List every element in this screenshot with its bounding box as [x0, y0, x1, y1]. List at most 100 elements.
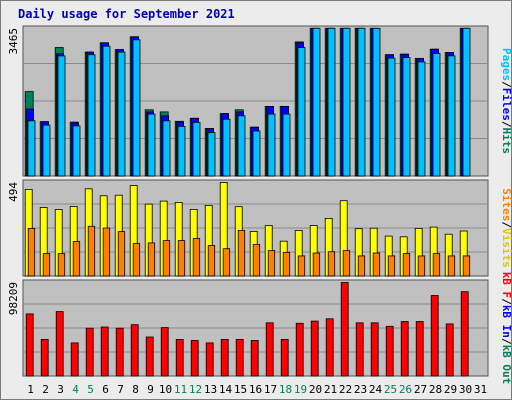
top-bar-pages: [87, 54, 96, 177]
bottom-bar-kb-f: [355, 322, 364, 377]
bottom-bar-kb-f: [85, 327, 94, 377]
middle-bar-sites: [132, 243, 141, 277]
middle-bar-sites: [402, 253, 411, 277]
top-bar-pages: [177, 126, 186, 177]
bottom-bar-kb-f: [265, 322, 274, 377]
middle-bar-sites: [72, 241, 81, 277]
series-label-part: kB Out: [500, 345, 512, 385]
bottom-bar-kb-f: [460, 291, 469, 377]
day-label: 8: [132, 383, 139, 396]
middle-bar-sites: [462, 255, 471, 277]
day-label: 24: [369, 383, 383, 396]
top-bar-pages: [372, 27, 381, 177]
day-label: 17: [264, 383, 277, 396]
day-label: 15: [234, 383, 247, 396]
middle-bar-sites: [222, 248, 231, 277]
day-label: 25: [384, 383, 397, 396]
series-label-part: Files: [500, 88, 512, 121]
bottom-bar-kb-f: [250, 340, 259, 377]
middle-bar-sites: [447, 255, 456, 277]
top-bar-pages: [207, 132, 216, 177]
bottom-bar-kb-f: [160, 327, 169, 377]
middle-bar-sites: [372, 252, 381, 277]
day-label: 21: [324, 383, 337, 396]
bottom-bar-kb-f: [40, 338, 49, 377]
series-label-part: Sites: [500, 188, 512, 221]
bottom-series-label: kB F/kB In/kB Out: [500, 272, 512, 385]
bottom-bar-kb-f: [70, 342, 79, 377]
middle-bar-sites: [312, 252, 321, 277]
top-bar-pages: [192, 122, 201, 177]
day-label: 5: [87, 383, 94, 396]
top-bar-pages: [27, 120, 36, 177]
top-bar-pages: [132, 39, 141, 177]
top-bar-pages: [312, 27, 321, 177]
bottom-bar-kb-f: [205, 342, 214, 377]
day-label: 3: [57, 383, 64, 396]
day-label: 1: [27, 383, 34, 396]
day-label: 20: [309, 383, 322, 396]
top-ymax-label: 3465: [7, 28, 20, 55]
middle-bar-sites: [102, 227, 111, 277]
day-label: 13: [204, 383, 217, 396]
bottom-bar-kb-f: [385, 325, 394, 377]
chart-title: Daily usage for September 2021: [18, 7, 235, 21]
day-label: 11: [174, 383, 187, 396]
top-bar-pages: [357, 27, 366, 177]
day-label: 16: [249, 383, 262, 396]
top-bar-pages: [102, 45, 111, 177]
middle-bar-sites: [27, 227, 36, 277]
top-series-label: Pages/Files/Hits: [500, 48, 512, 154]
middle-bar-sites: [387, 255, 396, 277]
day-label: 22: [339, 383, 352, 396]
bottom-bar-kb-f: [445, 323, 454, 377]
top-bar-pages: [42, 124, 51, 177]
bottom-ymax-label: 98209: [7, 282, 20, 315]
day-label: 6: [102, 383, 109, 396]
middle-bar-sites: [252, 243, 261, 277]
day-label: 29: [444, 383, 457, 396]
day-label: 2: [42, 383, 49, 396]
day-label: 30: [459, 383, 472, 396]
bottom-bar-kb-f: [145, 336, 154, 377]
series-label-part: Hits: [500, 128, 512, 155]
middle-bar-sites: [117, 231, 126, 277]
middle-bar-sites: [327, 251, 336, 277]
top-bar-pages: [327, 27, 336, 177]
series-label-part: /: [500, 338, 512, 345]
middle-bar-sites: [42, 253, 51, 277]
bottom-bar-kb-f: [370, 322, 379, 377]
day-label: 12: [189, 383, 202, 396]
middle-bar-sites: [432, 253, 441, 277]
top-bar-pages: [402, 57, 411, 177]
top-bar-pages: [447, 55, 456, 177]
middle-bar-sites: [282, 251, 291, 277]
bottom-bar-kb-f: [415, 321, 424, 377]
series-label-part: /: [500, 221, 512, 228]
middle-bar-sites: [192, 238, 201, 277]
series-label-part: /: [500, 121, 512, 128]
middle-ymax-label: 494: [7, 182, 20, 202]
day-label: 23: [354, 383, 367, 396]
day-label: 18: [279, 383, 292, 396]
top-bar-pages: [267, 113, 276, 177]
bottom-bar-kb-f: [190, 340, 199, 377]
series-label-part: kB In: [500, 305, 512, 338]
day-label: 26: [399, 383, 412, 396]
top-bar-pages: [72, 125, 81, 177]
top-bar-pages: [342, 27, 351, 177]
bottom-bar-kb-f: [430, 295, 439, 377]
middle-bar-sites: [237, 229, 246, 277]
top-bar-pages: [222, 118, 231, 177]
bottom-bar-kb-f: [55, 311, 64, 377]
bottom-bar-kb-f: [220, 338, 229, 377]
top-bar-pages: [57, 55, 66, 177]
top-bar-pages: [147, 113, 156, 177]
day-label: 27: [414, 383, 427, 396]
bottom-bar-kb-f: [235, 338, 244, 377]
day-label: 10: [159, 383, 172, 396]
top-bar-pages: [117, 51, 126, 177]
top-bar-pages: [387, 57, 396, 177]
middle-bar-sites: [342, 250, 351, 277]
